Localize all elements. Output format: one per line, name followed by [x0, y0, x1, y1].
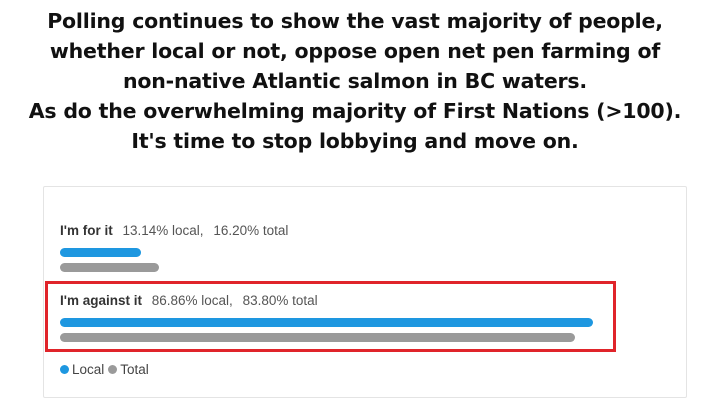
bar-for-local	[60, 248, 141, 257]
poll-option-label-for: I'm for it 13.14% local, 16.20% total	[60, 223, 288, 238]
headline-line: whether local or not, oppose open net pe…	[49, 39, 661, 63]
bar-for-total	[60, 263, 160, 272]
total-value-label: 83.80% total	[242, 293, 318, 308]
poll-results-card: I'm for it 13.14% local, 16.20% total I'…	[43, 186, 687, 398]
legend-label-local: Local	[72, 362, 105, 377]
poll-option-label-against: I'm against it 86.86% local, 83.80% tota…	[60, 293, 318, 308]
option-name: I'm against it	[60, 293, 142, 308]
local-value-label: 86.86% local,	[151, 293, 233, 308]
headline-line: Polling continues to show the vast major…	[47, 9, 663, 33]
bar-against-total	[60, 333, 575, 342]
legend-label-total: Total	[120, 362, 149, 377]
legend-dot-local	[60, 365, 69, 374]
legend: Local Total	[60, 362, 153, 377]
bar-against-local	[60, 318, 594, 327]
headline: Polling continues to show the vast major…	[0, 6, 710, 156]
headline-line: As do the overwhelming majority of First…	[28, 99, 682, 123]
headline-line: non-native Atlantic salmon in BC waters.	[122, 69, 588, 93]
total-value-label: 16.20% total	[213, 223, 289, 238]
headline-line: It's time to stop lobbying and move on.	[131, 129, 579, 153]
legend-item-local: Local	[60, 362, 104, 377]
legend-dot-total	[108, 365, 118, 374]
option-name: I'm for it	[60, 223, 113, 238]
legend-item-total: Total	[108, 362, 149, 377]
highlight-box	[45, 281, 616, 352]
local-value-label: 13.14% local,	[122, 223, 204, 238]
